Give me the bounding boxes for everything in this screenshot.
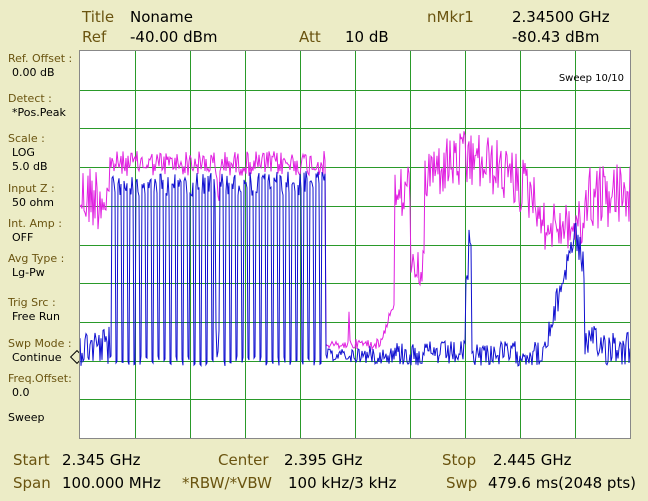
sidebar-item-int-amp[interactable]: Int. Amp : OFF bbox=[8, 217, 62, 245]
sidebar-item-label: Swp Mode : bbox=[8, 337, 72, 350]
sidebar-item-label: Freq.Offset: bbox=[8, 372, 72, 385]
spectrum-canvas bbox=[80, 51, 630, 438]
sidebar-item-detect[interactable]: Detect : *Pos.Peak bbox=[8, 92, 66, 120]
sidebar-item-value: Continue bbox=[12, 351, 62, 364]
sweep-time-value[interactable]: 479.6 ms(2048 pts) bbox=[488, 474, 637, 492]
span-label: Span bbox=[13, 474, 51, 492]
stop-label: Stop bbox=[442, 451, 477, 469]
sidebar-item-label: Detect : bbox=[8, 92, 52, 105]
sidebar-item-label: Trig Src : bbox=[8, 296, 56, 309]
span-value[interactable]: 100.000 MHz bbox=[62, 474, 161, 492]
sidebar-item-label: Int. Amp : bbox=[8, 217, 62, 230]
marker-label: nMkr1 bbox=[427, 8, 474, 26]
sweep-status: Sweep 10/10 bbox=[558, 73, 624, 84]
marker-frequency: 2.34500 GHz bbox=[512, 8, 610, 26]
center-label: Center bbox=[218, 451, 269, 469]
sidebar-item-label: Sweep bbox=[8, 411, 45, 424]
start-label: Start bbox=[13, 451, 50, 469]
rbw-vbw-label: *RBW/*VBW bbox=[182, 474, 272, 492]
sidebar-item-sweep[interactable]: Sweep bbox=[8, 411, 45, 425]
sidebar-item-label: Input Z : bbox=[8, 182, 55, 195]
rbw-vbw-value[interactable]: 100 kHz/3 kHz bbox=[288, 474, 397, 492]
marker-level: -80.43 dBm bbox=[512, 28, 600, 46]
sidebar-item-value: Free Run bbox=[12, 310, 60, 323]
sidebar-item-label: Avg Type : bbox=[8, 252, 65, 265]
max-hold-trace bbox=[80, 131, 630, 351]
sidebar-item-value: 0.00 dB bbox=[12, 66, 55, 79]
sidebar-item-value: Lg-Pw bbox=[12, 266, 45, 279]
sidebar-item-trig-src[interactable]: Trig Src : Free Run bbox=[8, 296, 60, 324]
sweep-time-label: Swp bbox=[446, 474, 478, 492]
title-label: Title bbox=[82, 8, 115, 26]
spectrum-display[interactable]: Sweep 10/10 bbox=[79, 50, 631, 439]
sidebar-item-value: *Pos.Peak bbox=[12, 106, 66, 119]
sidebar-item-value-secondary: 5.0 dB bbox=[12, 160, 48, 173]
att-value[interactable]: 10 dB bbox=[345, 28, 389, 46]
sidebar-item-value: 50 ohm bbox=[12, 196, 54, 209]
sidebar-item-value: LOG bbox=[12, 146, 35, 159]
center-frequency[interactable]: 2.395 GHz bbox=[284, 451, 363, 469]
sidebar-item-input-z[interactable]: Input Z : 50 ohm bbox=[8, 182, 55, 210]
stop-frequency[interactable]: 2.445 GHz bbox=[493, 451, 572, 469]
sidebar-item-avg-type[interactable]: Avg Type : Lg-Pw bbox=[8, 252, 64, 280]
sidebar-item-label: Scale : bbox=[8, 132, 45, 145]
sidebar-item-value: OFF bbox=[12, 231, 34, 244]
sidebar-item-label: Ref. Offset : bbox=[8, 52, 73, 65]
clear-write-trace bbox=[80, 171, 630, 367]
sidebar-item-ref-offset[interactable]: Ref. Offset : 0.00 dB bbox=[8, 52, 72, 80]
ref-level-value[interactable]: -40.00 dBm bbox=[130, 28, 218, 46]
sidebar-item-swp-mode[interactable]: Swp Mode : Continue bbox=[8, 337, 72, 365]
graticule bbox=[80, 51, 630, 438]
sidebar-item-freq-offset[interactable]: Freq.Offset: 0.0 bbox=[8, 372, 72, 400]
ref-label: Ref bbox=[82, 28, 107, 46]
sidebar-item-value: 0.0 bbox=[12, 386, 30, 399]
sidebar-item-scale[interactable]: Scale : LOG 5.0 dB bbox=[8, 132, 48, 174]
title-value[interactable]: Noname bbox=[130, 8, 193, 26]
start-frequency[interactable]: 2.345 GHz bbox=[62, 451, 141, 469]
att-label: Att bbox=[299, 28, 321, 46]
